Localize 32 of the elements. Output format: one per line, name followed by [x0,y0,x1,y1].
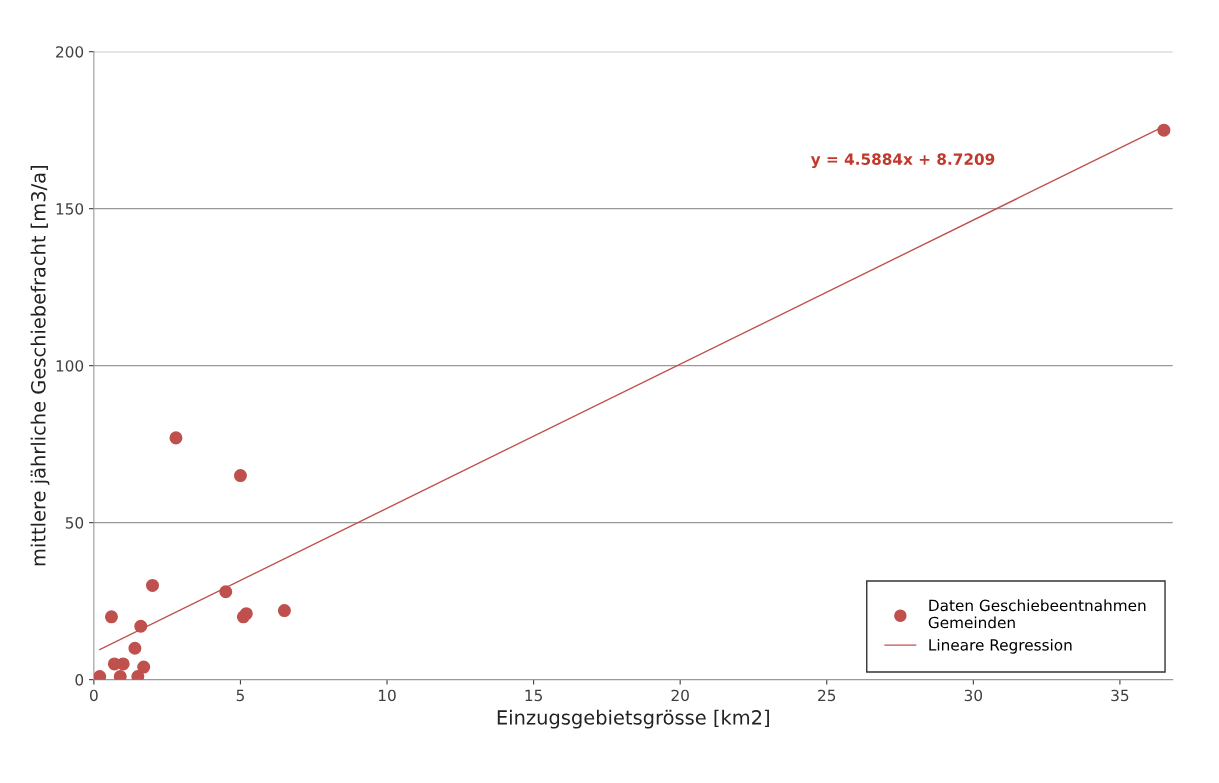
x-tick-label: 5 [236,689,244,702]
y-tick-label: 150 [56,203,84,215]
point [93,669,107,680]
x-tick-label: 15 [525,689,542,702]
y-tick-label: 0 [75,674,84,686]
x-tick-label: 0 [90,689,98,702]
y-tick-label: 200 [56,46,84,58]
point [233,469,247,483]
point [134,619,148,633]
x-tick-label: 30 [964,689,983,702]
point [128,641,142,655]
x-tick-label: 20 [671,689,689,702]
point [131,669,145,680]
point [137,660,151,674]
x-tick-label: 10 [378,689,396,702]
legend-label: Lineare Regression [929,638,1072,654]
point [116,657,130,671]
point [1157,123,1171,137]
legend-label: Daten Geschiebeentnahmen Gemeinden [928,599,1146,629]
point [145,578,159,592]
y-tick-label: 100 [56,360,84,372]
point [104,610,118,624]
y-axis-title: mittlere jährliche Geschiebefracht [m3/a] [30,166,50,566]
x-tick-label: 25 [818,689,836,702]
x-tick-label: 35 [1111,689,1129,702]
point [113,669,127,680]
point [219,585,233,599]
x-axis-title: Einzugsgebietsgrösse [km2] [497,709,769,729]
annotation: y = 4.5884x + 8.7209 [810,153,995,169]
point [277,604,291,618]
point [169,431,183,445]
y-tick-label: 50 [65,517,84,529]
